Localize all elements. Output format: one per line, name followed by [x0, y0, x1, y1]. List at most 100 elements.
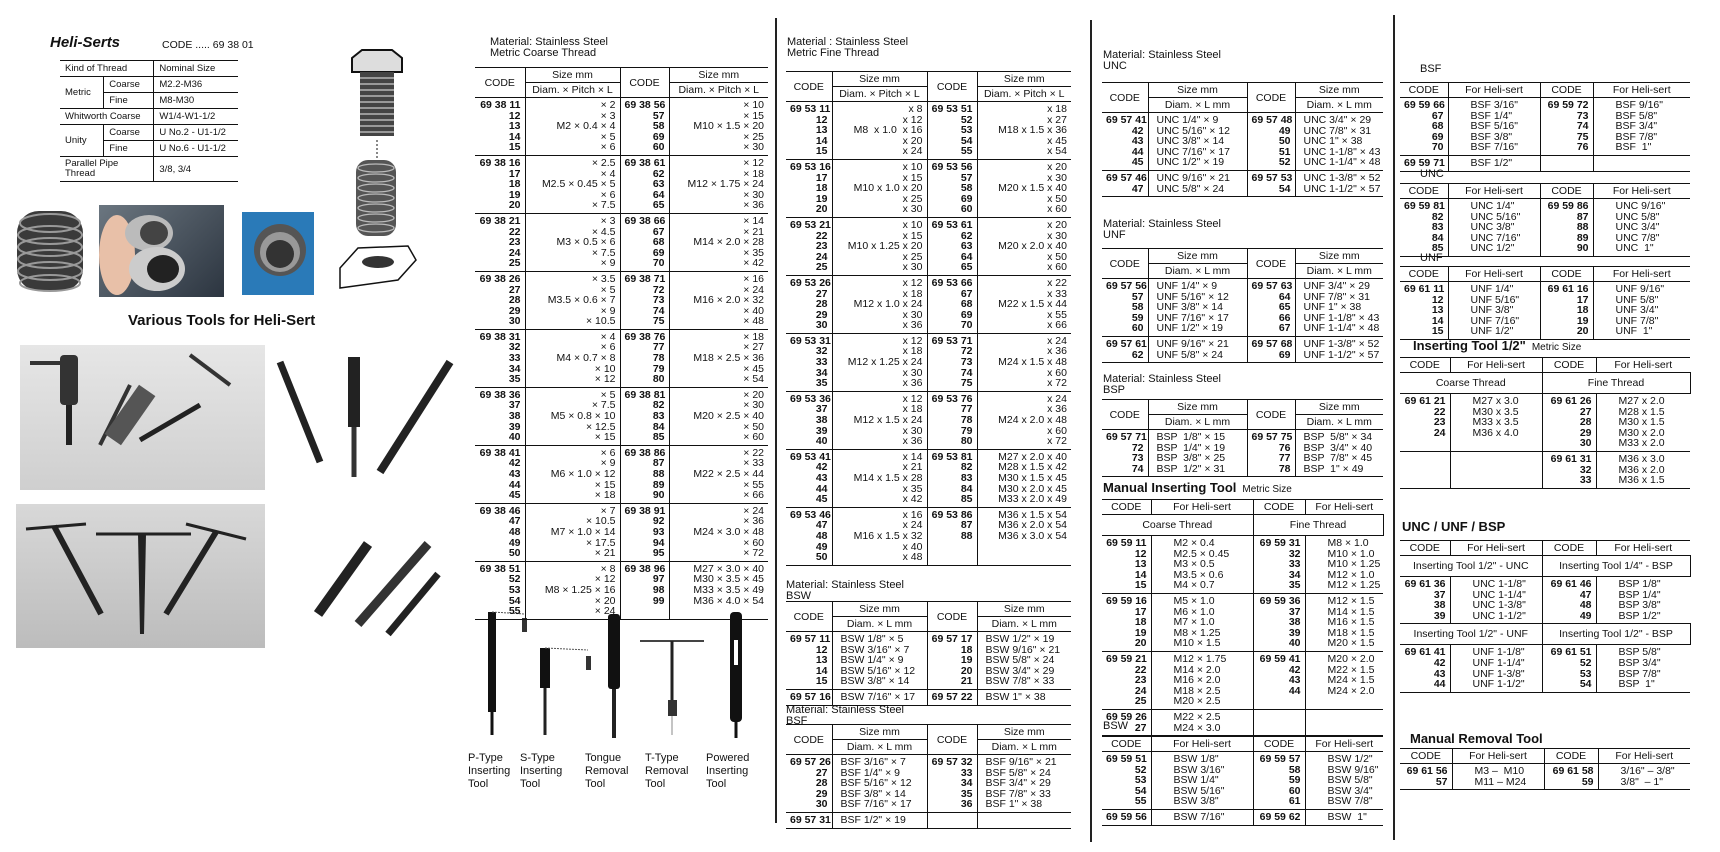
tool-unc-table: CODE For Heli-sert CODE For Heli-sert 69 59 …	[1400, 183, 1690, 257]
size-value: x 27	[1047, 113, 1067, 126]
code-value: 69 38 61	[624, 156, 666, 169]
size-value: M18 x 1.5 x 36	[998, 124, 1067, 137]
code-cell: 69 61 21 22 23 24	[1400, 393, 1451, 452]
code-cell: 69 38 66 67 68 69 70	[620, 213, 670, 272]
table-row: 69 53 21 22 23 24 25 x 10 x 15 M10 x 1.25 x 20 x…	[786, 217, 1071, 276]
code-value: 12	[815, 643, 828, 656]
code-value: 69 59 11	[1106, 537, 1147, 549]
code-value: 69 59 62	[1259, 810, 1301, 823]
table-row: 69 59 11 12 13 14 15 M2 × 0.4 M2.5 × 0.45 M3 × …	[1102, 535, 1383, 594]
size-value: BSW 7/8"	[1327, 795, 1373, 808]
size-cell: BSF 9/16" BSF 5/8" BSF 3/4" BSF 7/8" BSF 1"	[1593, 97, 1690, 156]
code-cell: 69 57 46 47	[1102, 170, 1149, 198]
size-value: UNF 5/16" × 12	[1156, 290, 1229, 303]
size-cell	[977, 812, 1071, 829]
size-value: x 15	[902, 229, 923, 242]
size-value: x 66	[1047, 319, 1067, 332]
code-value: 20	[1576, 325, 1589, 338]
size-value: × 30	[743, 188, 764, 201]
size-cell: x 10 x 15 M10 x 1.25 x 20 x 25 x 30	[832, 217, 928, 276]
code-value: 69 53 76	[931, 392, 973, 405]
size-value: M22 × 2.5 × 44	[693, 468, 764, 480]
size-value: UNF 3/8"	[1470, 304, 1514, 317]
size-header: Size mm	[977, 601, 1071, 617]
code-header: CODE	[1540, 183, 1594, 199]
table-row: 69 38 51 52 53 54 55 × 8 × 12 M8 × 1.25 × 16 × 2…	[475, 561, 768, 620]
size-value: BSW 1/4"	[1173, 774, 1219, 787]
size-header: Size mm	[832, 724, 928, 740]
code-value: 82	[960, 461, 973, 474]
code-header: CODE	[1400, 82, 1449, 98]
code-value: 94	[652, 536, 665, 549]
code-value: 69	[960, 192, 973, 205]
size-value: × 6	[600, 141, 616, 154]
size-value: x 20	[1047, 218, 1067, 231]
code-value: 28	[508, 294, 521, 307]
table-row: 69 53 26 27 28 29 30 x 12 x 18 M12 x 1.0 x 24 x …	[786, 275, 1071, 334]
product-code: CODE ..... 69 38 01	[162, 39, 254, 51]
size-value: BSP 1/2" × 31	[1156, 462, 1226, 475]
size-value: M16 x 1.5 x 32	[853, 529, 923, 542]
size-cell: BSF 3/16" × 7 BSF 1/4" × 9 BSF 5/16" × 12 B…	[832, 754, 928, 813]
code-header: CODE	[1542, 540, 1597, 556]
code-cell: 69 59 86 87 88 89 90	[1540, 198, 1594, 257]
size-value: BSP 1" × 49	[1303, 462, 1364, 475]
size-value: BSW 3/4" × 29	[985, 664, 1055, 677]
code-value: 17	[1576, 293, 1589, 306]
size-value: × 5	[600, 283, 616, 296]
code-value: 52	[1278, 156, 1291, 169]
size-value: × 6	[600, 188, 616, 201]
size-cell: UNC 1-1/8" UNC 1-1/4" UNC 1-3/8" UNC 1-1/2"	[1450, 576, 1543, 625]
code-value: 69 61 58	[1552, 765, 1594, 777]
code-value: 44	[1433, 678, 1446, 691]
size-value: × 36	[743, 199, 764, 212]
thread-kind: Coarse	[103, 76, 155, 93]
code-value: 54	[1134, 784, 1147, 797]
thread-type-label: Coarse Thread	[1102, 514, 1254, 536]
size-value: x 10	[902, 160, 923, 173]
code-cell: 69 57 63 64 65 66 67	[1247, 278, 1296, 337]
code-value: 43	[815, 472, 828, 484]
code-value: 37	[508, 399, 521, 412]
code-value: 69 38 36	[479, 388, 521, 401]
size-value: BSW 1/4" × 9	[840, 654, 904, 667]
code-value: 19	[508, 188, 521, 201]
code-value: 62	[652, 167, 665, 180]
size-value: BSP 7/8" × 45	[1303, 452, 1373, 465]
code-value: 69 57 63	[1251, 280, 1293, 292]
size-value: UNF 9/16"	[1615, 283, 1665, 295]
size-value: × 3.5	[591, 272, 616, 285]
size-value: M28 x 1.5	[1618, 405, 1665, 418]
code-value: 19	[815, 192, 828, 205]
size-cell: x 16 x 24 M16 x 1.5 x 32 x 40 x 48	[832, 507, 928, 566]
size-value: BSF 3/16" × 7	[840, 756, 906, 768]
code-cell: 69 53 86 87 88	[927, 507, 978, 566]
unc-table: CODE Size mm CODE Size mm Diam. × L mm Diam. …	[1102, 82, 1383, 198]
code-header: CODE	[786, 71, 833, 102]
code-header: CODE	[1400, 183, 1449, 199]
size-cell: × 10 × 15 M10 × 1.5 × 20 × 25 × 30	[669, 97, 768, 156]
code-value: 69 38 21	[479, 214, 521, 227]
thread-type-row: Coarse Thread Fine Thread	[1400, 372, 1691, 394]
size-cell: × 5 × 7.5 M5 × 0.8 × 10 × 12.5 × 15	[525, 387, 621, 446]
size-cell: UNC 9/16" × 21 UNC 5/8" × 24	[1148, 170, 1248, 198]
code-cell	[1400, 451, 1451, 489]
code-value: 69 53 86	[931, 508, 973, 521]
code-value: 51	[1278, 145, 1291, 158]
dims-header: Diam. × L mm	[1295, 263, 1383, 279]
size-cell: M36 x 1.5 x 54 M36 x 2.0 x 54 M36 x 3.0 x …	[977, 507, 1071, 566]
code-value: 33	[508, 352, 521, 365]
code-value: 67	[1278, 322, 1291, 335]
code-cell: 69 61 41 42 43 44	[1400, 644, 1451, 693]
code-header: CODE	[927, 724, 978, 755]
code-value: 22	[1433, 405, 1446, 418]
thread-type-row: Coarse Thread Fine Thread	[1102, 514, 1384, 536]
size-value: M18 × 2.5 × 36	[693, 352, 764, 365]
code-value: 52	[1134, 763, 1147, 776]
section-title: Inserting Tool 1/2"	[1413, 338, 1526, 353]
size-value: M12 × 1.75	[1173, 652, 1227, 665]
size-value: × 7.5	[591, 399, 616, 412]
code-value: 69 61 11	[1404, 283, 1445, 295]
tool-caption: P-Type Inserting Tool	[468, 752, 511, 790]
code-value: 69 38 96	[624, 562, 666, 575]
